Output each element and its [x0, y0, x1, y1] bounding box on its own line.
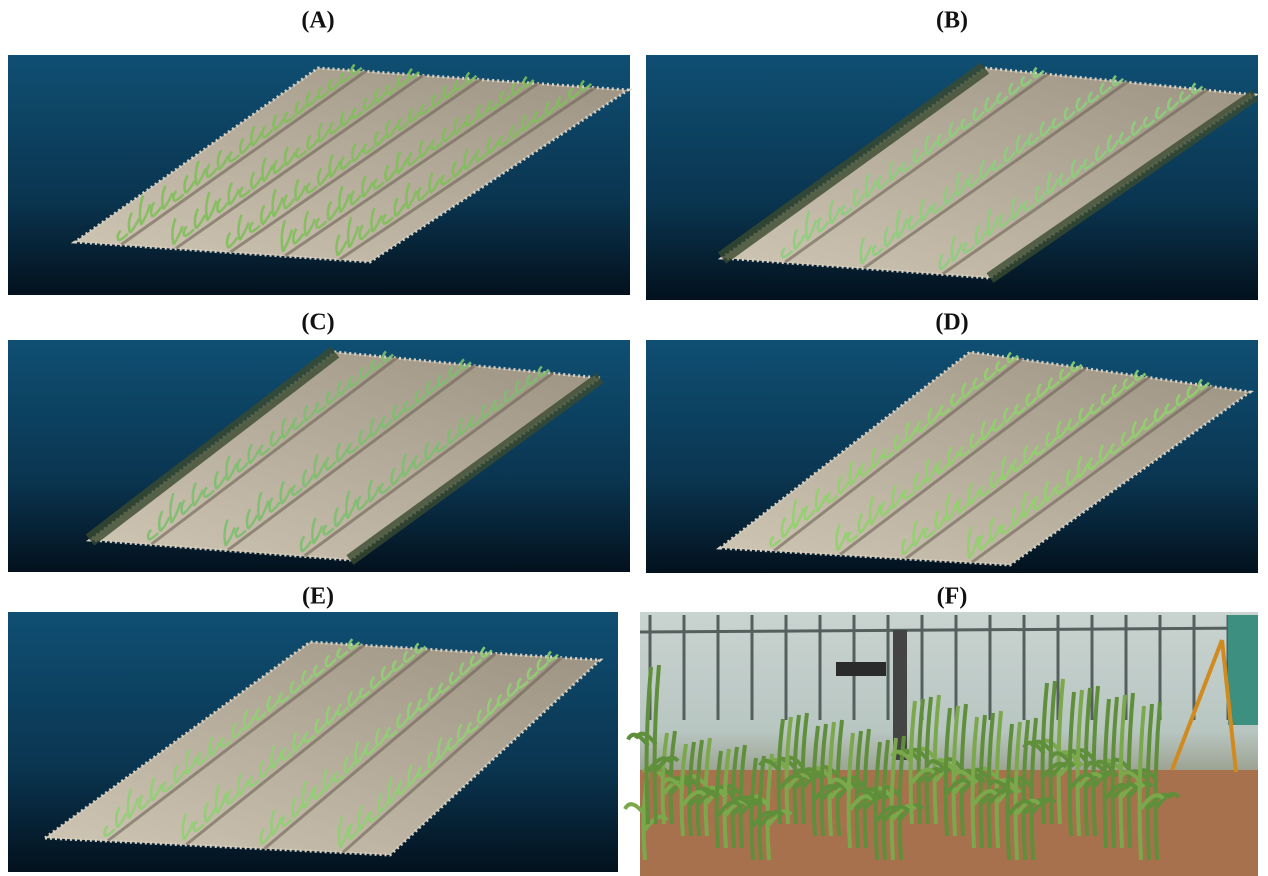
greenhouse-wall — [1228, 615, 1258, 725]
panel-label: (F) — [937, 584, 968, 610]
scanner-head — [836, 662, 886, 676]
panel-label: (A) — [301, 8, 334, 34]
figure: (A) (B) (C) (D) (E) (F) — [0, 0, 1268, 876]
panel-label: (B) — [936, 8, 968, 34]
panel-label: (D) — [935, 310, 968, 336]
panel-label: (E) — [302, 584, 334, 610]
panel-label: (C) — [301, 310, 334, 336]
